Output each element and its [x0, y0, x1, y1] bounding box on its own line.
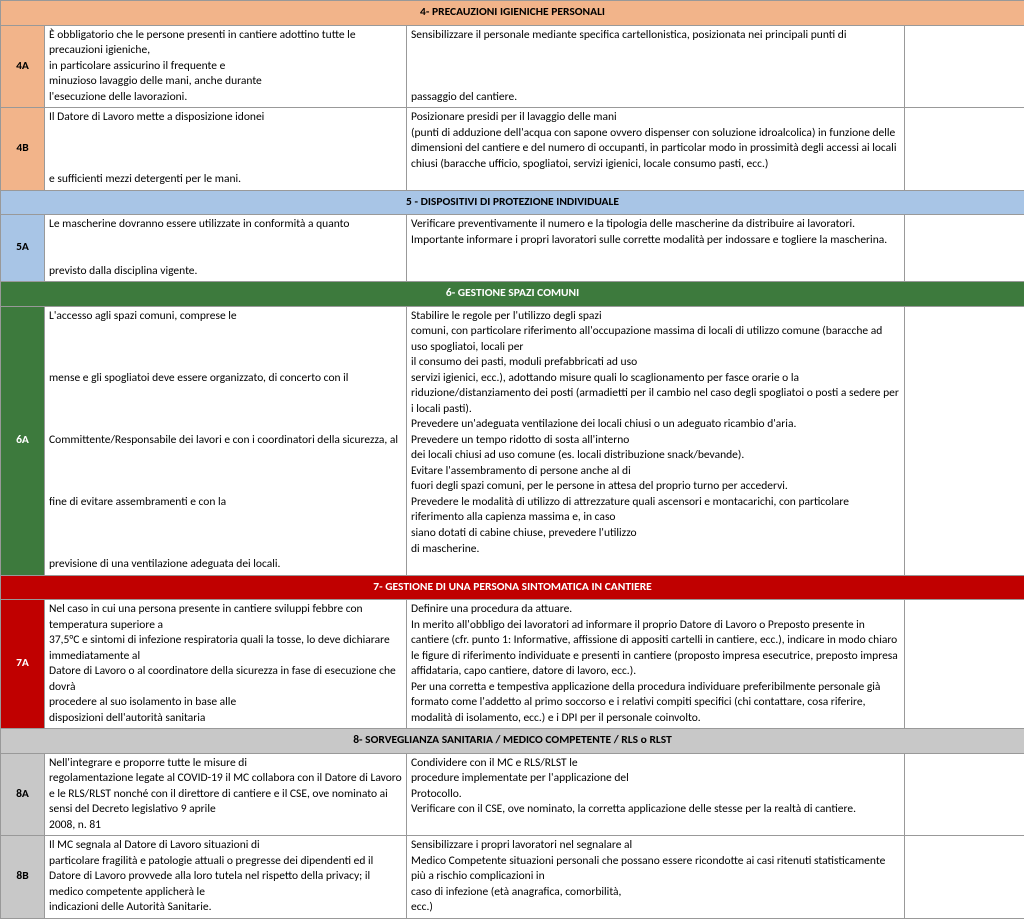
row-left: Il Datore di Lavoro mette a disposizione… — [45, 108, 407, 191]
row-left: L'accesso agli spazi comuni, comprese le… — [45, 306, 407, 575]
section-header: 5 - DISPOSITIVI DI PROTEZIONE INDIVIDUAL… — [1, 190, 1024, 215]
row-left: Nell'integrare e proporre tutte le misur… — [45, 753, 407, 836]
row-left: Le mascherine dovranno essere utilizzate… — [45, 215, 407, 282]
section-header: 7- GESTIONE DI UNA PERSONA SINTOMATICA I… — [1, 575, 1024, 600]
row-extra — [905, 836, 1024, 919]
row-right: Sensibilizzare il personale mediante spe… — [407, 25, 905, 108]
protocol-table: 4- PRECAUZIONI IGIENICHE PERSONALI4AÈ ob… — [0, 0, 1024, 919]
row-code: 7A — [1, 600, 45, 729]
row-extra — [905, 215, 1024, 282]
row-code: 6A — [1, 306, 45, 575]
row-left: È obbligatorio che le persone presenti i… — [45, 25, 407, 108]
row-code: 8B — [1, 836, 45, 919]
section-header: 6- GESTIONE SPAZI COMUNI — [1, 282, 1024, 307]
row-extra — [905, 753, 1024, 836]
row-right: Condividere con il MC e RLS/RLST leproce… — [407, 753, 905, 836]
row-right: Definire una procedura da attuare.In mer… — [407, 600, 905, 729]
section-header: 8- SORVEGLIANZA SANITARIA / MEDICO COMPE… — [1, 729, 1024, 754]
row-extra — [905, 108, 1024, 191]
row-right: Posizionare presidi per il lavaggio dell… — [407, 108, 905, 191]
row-right: Verificare preventivamente il numero e l… — [407, 215, 905, 282]
row-left: Il MC segnala al Datore di Lavoro situaz… — [45, 836, 407, 919]
row-extra — [905, 25, 1024, 108]
row-right: Stabilire le regole per l'utilizzo degli… — [407, 306, 905, 575]
row-extra — [905, 600, 1024, 729]
row-extra — [905, 306, 1024, 575]
section-header: 4- PRECAUZIONI IGIENICHE PERSONALI — [1, 1, 1024, 26]
row-code: 5A — [1, 215, 45, 282]
row-right: Sensibilizzare i propri lavoratori nel s… — [407, 836, 905, 919]
row-code: 8A — [1, 753, 45, 836]
row-code: 4A — [1, 25, 45, 108]
row-code: 4B — [1, 108, 45, 191]
row-left: Nel caso in cui una persona presente in … — [45, 600, 407, 729]
